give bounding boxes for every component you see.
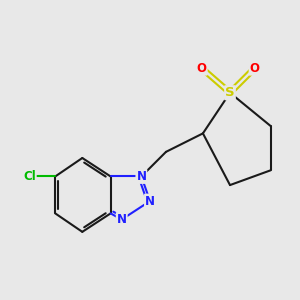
Text: N: N bbox=[145, 195, 155, 208]
Text: S: S bbox=[225, 86, 235, 99]
Text: N: N bbox=[117, 213, 127, 226]
Text: O: O bbox=[197, 62, 207, 75]
Text: Cl: Cl bbox=[23, 170, 36, 183]
Text: N: N bbox=[136, 170, 146, 183]
Text: O: O bbox=[250, 62, 260, 75]
